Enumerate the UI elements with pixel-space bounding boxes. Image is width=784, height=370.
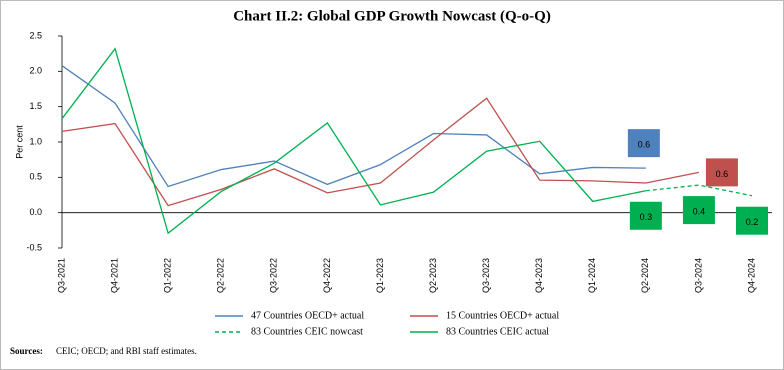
series-line bbox=[61, 47, 646, 235]
y-tick-label: 0.0 bbox=[29, 207, 42, 217]
x-tick-label: Q1-2022 bbox=[163, 258, 173, 293]
series-line bbox=[61, 97, 700, 207]
x-tick-label: Q3-2022 bbox=[269, 258, 279, 293]
value-label-box bbox=[736, 206, 768, 235]
legend-label: 47 Countries OECD+ actual bbox=[251, 310, 364, 321]
series-line bbox=[61, 65, 646, 188]
value-label: 0.4 bbox=[693, 206, 706, 216]
series-line bbox=[645, 184, 753, 197]
value-label: 0.6 bbox=[638, 140, 651, 150]
value-label-box bbox=[627, 129, 660, 158]
x-tick-label: Q1-2024 bbox=[587, 258, 597, 293]
value-label: 0.3 bbox=[640, 212, 653, 222]
x-tick-label: Q4-2022 bbox=[322, 258, 332, 293]
value-label-box bbox=[629, 201, 662, 230]
y-axis-label: Per cent bbox=[14, 125, 24, 159]
source-label: Sources: bbox=[10, 346, 43, 356]
x-tick-label: Q4-2023 bbox=[534, 258, 544, 293]
value-label: 0.2 bbox=[746, 217, 759, 227]
x-tick-label: Q1-2023 bbox=[375, 258, 385, 293]
x-tick-label: Q3-2023 bbox=[481, 258, 491, 293]
x-tick-label: Q2-2023 bbox=[428, 258, 438, 293]
legend-label: 15 Countries OECD+ actual bbox=[446, 310, 559, 321]
y-tick-label: 1.0 bbox=[29, 136, 42, 146]
y-tick-label: 2.0 bbox=[29, 66, 42, 76]
x-tick-label: Q3-2021 bbox=[56, 258, 66, 293]
source-text: CEIC; OECD; and RBI staff estimates. bbox=[56, 346, 197, 356]
legend-label: 83 Countries CEIC nowcast bbox=[251, 326, 363, 337]
value-label-box bbox=[682, 196, 715, 225]
value-label: 0.6 bbox=[716, 169, 729, 179]
y-tick-label: 0.5 bbox=[29, 172, 42, 182]
x-tick-label: Q3-2024 bbox=[693, 258, 703, 293]
x-tick-label: Q4-2024 bbox=[746, 258, 756, 293]
y-tick-label: 1.5 bbox=[29, 101, 42, 111]
y-tick-label: 2.5 bbox=[29, 30, 42, 40]
legend-label: 83 Countries CEIC actual bbox=[446, 326, 549, 337]
value-label-box bbox=[705, 158, 738, 187]
chart-title: Chart II.2: Global GDP Growth Nowcast (Q… bbox=[233, 8, 551, 24]
x-tick-label: Q2-2024 bbox=[640, 258, 650, 293]
x-tick-label: Q4-2021 bbox=[109, 258, 119, 293]
y-tick-label: -0.5 bbox=[26, 242, 42, 252]
x-tick-label: Q2-2022 bbox=[216, 258, 226, 293]
